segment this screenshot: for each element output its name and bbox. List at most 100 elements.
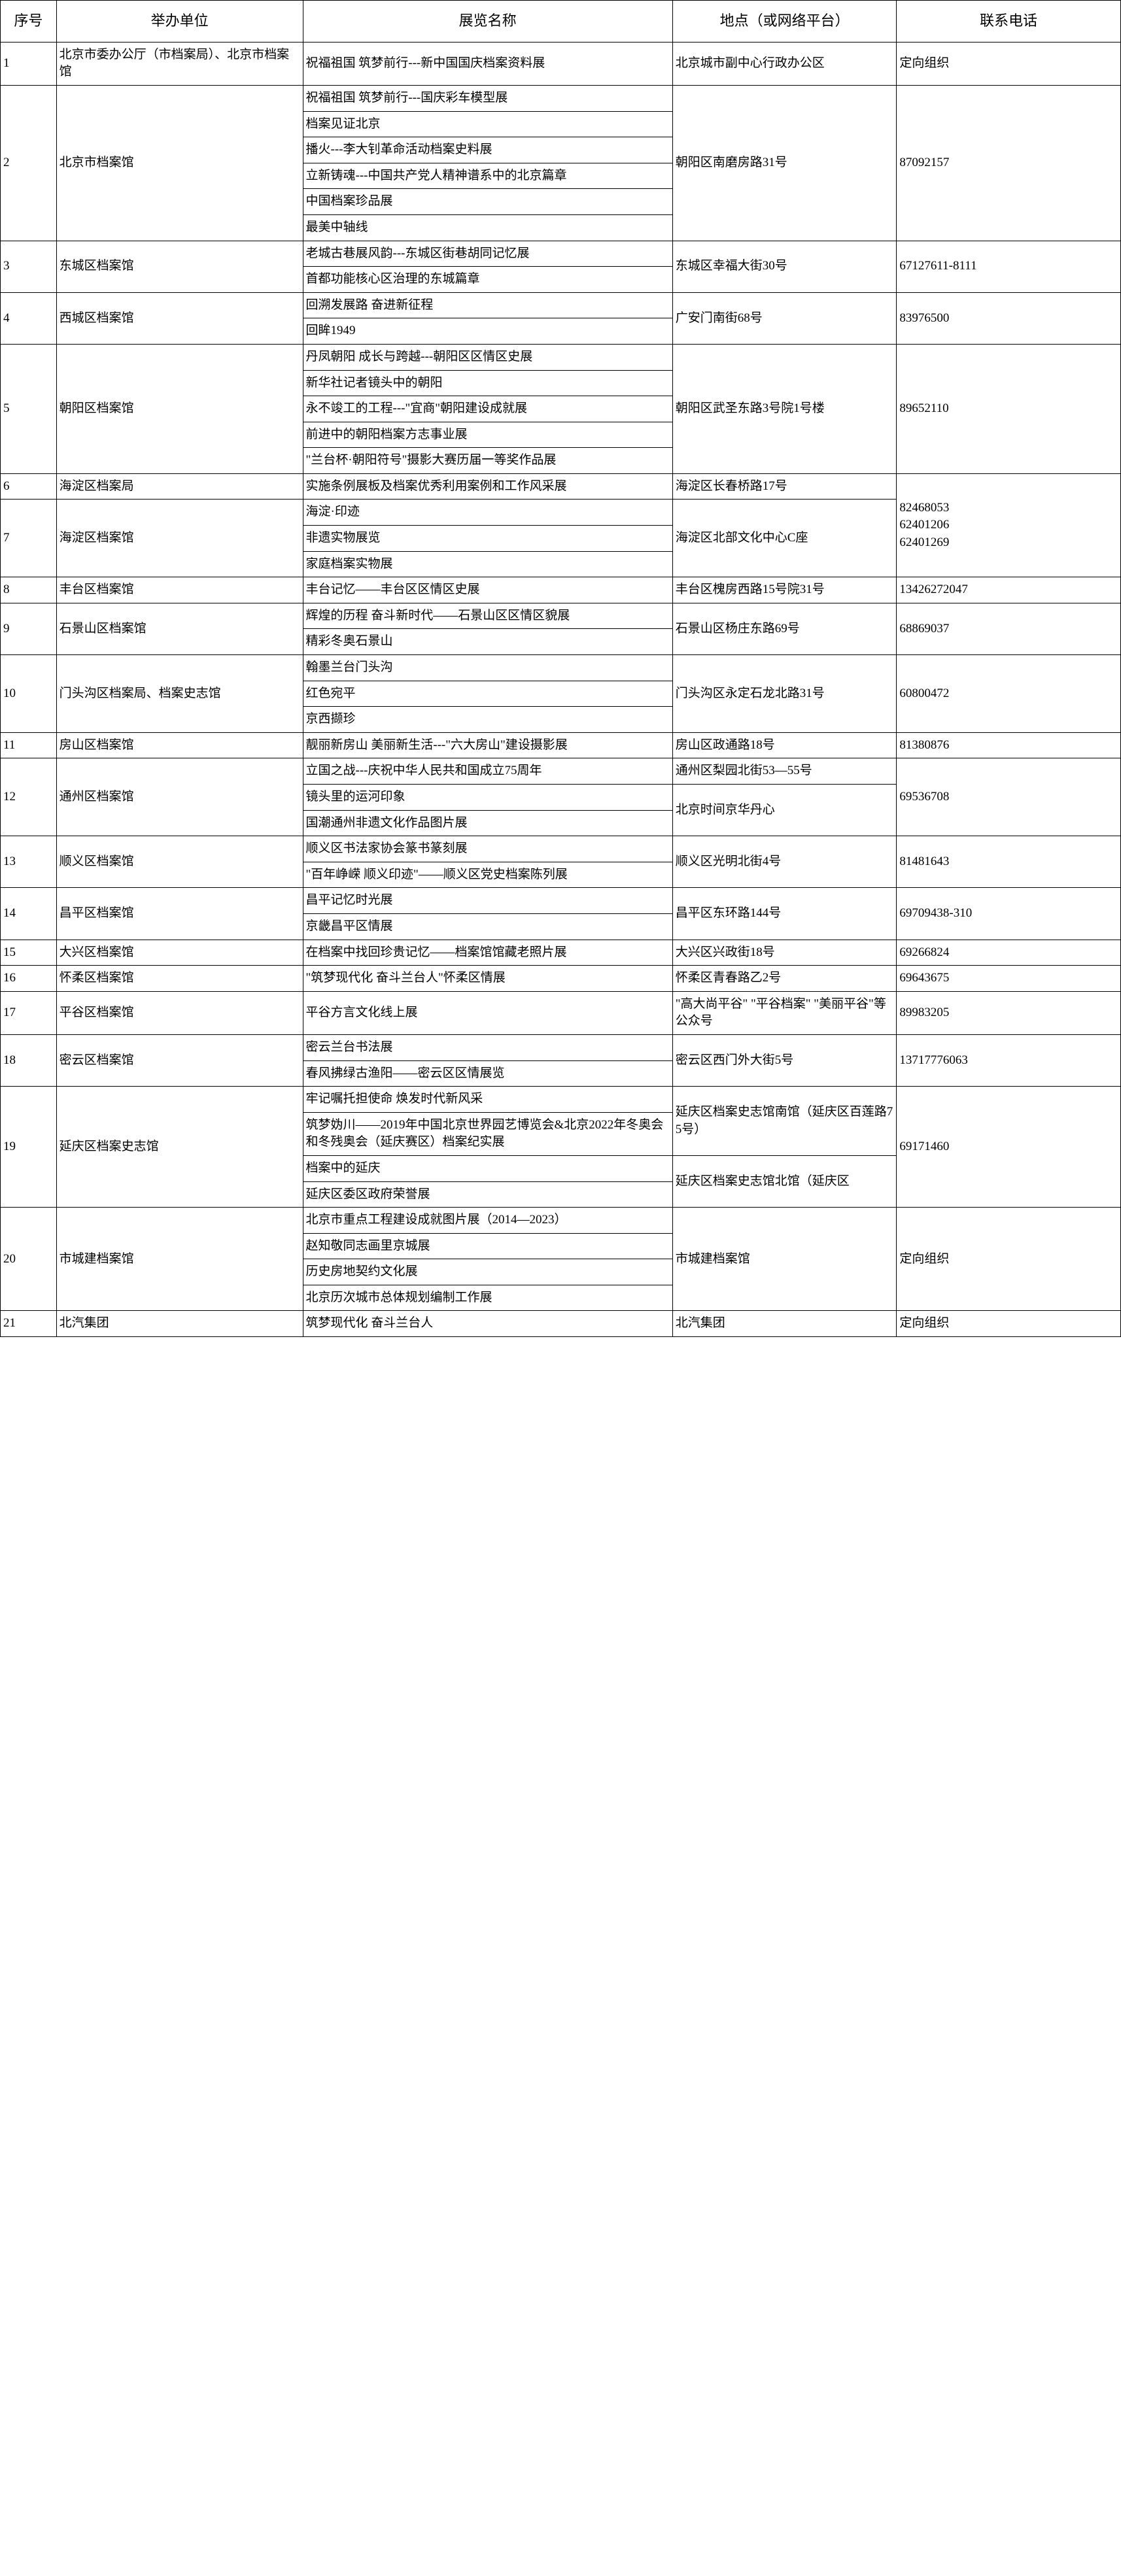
table-row: 5朝阳区档案馆丹凤朝阳 成长与跨越---朝阳区区情区史展朝阳区武圣东路3号院1号… xyxy=(1,344,1121,370)
cell-tel: 60800472 xyxy=(897,655,1121,733)
exhibition-table: 序号 举办单位 展览名称 地点（或网络平台） 联系电话 1北京市委办公厅（市档案… xyxy=(0,0,1121,1337)
cell-location: 石景山区杨庄东路69号 xyxy=(672,603,897,654)
cell-exhibition-name: 昌平记忆时光展 xyxy=(303,888,672,914)
cell-exhibition-name: 春风拂绿古渔阳——密云区区情展览 xyxy=(303,1060,672,1087)
cell-exhibition-name: "百年峥嵘 顺义印迹"——顺义区党史档案陈列展 xyxy=(303,862,672,888)
table-row: 6海淀区档案局实施条例展板及档案优秀利用案例和工作风采展海淀区长春桥路17号82… xyxy=(1,473,1121,500)
cell-num: 1 xyxy=(1,42,57,85)
cell-location: 海淀区北部文化中心C座 xyxy=(672,500,897,577)
cell-tel: 87092157 xyxy=(897,85,1121,241)
cell-org: 顺义区档案馆 xyxy=(56,836,303,888)
cell-exhibition-name: "兰台杯·朝阳符号"摄影大赛历届一等奖作品展 xyxy=(303,448,672,474)
cell-location: 顺义区光明北街4号 xyxy=(672,836,897,888)
cell-location: 门头沟区永定石龙北路31号 xyxy=(672,655,897,733)
cell-exhibition-name: 密云兰台书法展 xyxy=(303,1034,672,1060)
cell-exhibition-name: 中国档案珍品展 xyxy=(303,189,672,215)
header-org: 举办单位 xyxy=(56,1,303,42)
table-row: 18密云区档案馆密云兰台书法展密云区西门外大街5号13717776063 xyxy=(1,1034,1121,1060)
cell-exhibition-name: 档案中的延庆 xyxy=(303,1155,672,1181)
cell-org: 海淀区档案馆 xyxy=(56,500,303,577)
cell-exhibition-name: 回眸1949 xyxy=(303,318,672,345)
cell-exhibition-name: 国潮通州非遗文化作品图片展 xyxy=(303,810,672,836)
cell-location: 大兴区兴政街18号 xyxy=(672,940,897,966)
cell-location: 怀柔区青春路乙2号 xyxy=(672,966,897,992)
cell-location: 房山区政通路18号 xyxy=(672,732,897,758)
cell-exhibition-name: 北京历次城市总体规划编制工作展 xyxy=(303,1285,672,1311)
cell-tel: 68869037 xyxy=(897,603,1121,654)
cell-org: 石景山区档案馆 xyxy=(56,603,303,654)
cell-tel: 69643675 xyxy=(897,966,1121,992)
cell-exhibition-name: 档案见证北京 xyxy=(303,111,672,137)
cell-num: 6 xyxy=(1,473,57,500)
cell-location: 广安门南街68号 xyxy=(672,292,897,344)
cell-num: 2 xyxy=(1,85,57,241)
cell-tel: 69266824 xyxy=(897,940,1121,966)
cell-location: 通州区梨园北街53—55号 xyxy=(672,758,897,785)
cell-exhibition-name: 实施条例展板及档案优秀利用案例和工作风采展 xyxy=(303,473,672,500)
cell-org: 北京市档案馆 xyxy=(56,85,303,241)
header-tel: 联系电话 xyxy=(897,1,1121,42)
cell-num: 14 xyxy=(1,888,57,940)
cell-num: 10 xyxy=(1,655,57,733)
cell-exhibition-name: 平谷方言文化线上展 xyxy=(303,991,672,1034)
cell-tel: 69536708 xyxy=(897,758,1121,836)
cell-org: 昌平区档案馆 xyxy=(56,888,303,940)
cell-org: 海淀区档案局 xyxy=(56,473,303,500)
cell-exhibition-name: 海淀·印迹 xyxy=(303,500,672,526)
table-row: 15大兴区档案馆在档案中找回珍贵记忆——档案馆馆藏老照片展大兴区兴政街18号69… xyxy=(1,940,1121,966)
cell-exhibition-name: 靓丽新房山 美丽新生活---"六大房山"建设摄影展 xyxy=(303,732,672,758)
cell-num: 11 xyxy=(1,732,57,758)
cell-exhibition-name: 赵知敬同志画里京城展 xyxy=(303,1233,672,1259)
table-row: 12通州区档案馆立国之战---庆祝中华人民共和国成立75周年通州区梨园北街53—… xyxy=(1,758,1121,785)
cell-location: 东城区幸福大街30号 xyxy=(672,241,897,292)
cell-exhibition-name: 老城古巷展风韵---东城区街巷胡同记忆展 xyxy=(303,241,672,267)
cell-num: 5 xyxy=(1,344,57,473)
cell-org: 大兴区档案馆 xyxy=(56,940,303,966)
cell-exhibition-name: 非遗实物展览 xyxy=(303,526,672,552)
cell-num: 18 xyxy=(1,1034,57,1086)
cell-exhibition-name: 京西撷珍 xyxy=(303,707,672,733)
cell-location: 丰台区槐房西路15号院31号 xyxy=(672,577,897,603)
cell-location: 延庆区档案史志馆南馆（延庆区百莲路75号） xyxy=(672,1087,897,1156)
cell-num: 12 xyxy=(1,758,57,836)
cell-tel: 69709438-310 xyxy=(897,888,1121,940)
cell-tel: 13426272047 xyxy=(897,577,1121,603)
cell-tel: 81481643 xyxy=(897,836,1121,888)
cell-exhibition-name: 立新铸魂---中国共产党人精神谱系中的北京篇章 xyxy=(303,163,672,189)
cell-num: 20 xyxy=(1,1208,57,1311)
table-row: 16怀柔区档案馆"筑梦现代化 奋斗兰台人"怀柔区情展怀柔区青春路乙2号69643… xyxy=(1,966,1121,992)
header-num: 序号 xyxy=(1,1,57,42)
cell-exhibition-name: 镜头里的运河印象 xyxy=(303,785,672,811)
table-row: 3东城区档案馆老城古巷展风韵---东城区街巷胡同记忆展东城区幸福大街30号671… xyxy=(1,241,1121,267)
cell-exhibition-name: 最美中轴线 xyxy=(303,214,672,241)
table-row: 8丰台区档案馆丰台记忆——丰台区区情区史展丰台区槐房西路15号院31号13426… xyxy=(1,577,1121,603)
cell-num: 17 xyxy=(1,991,57,1034)
cell-num: 9 xyxy=(1,603,57,654)
table-row: 1北京市委办公厅（市档案局）、北京市档案馆祝福祖国 筑梦前行---新中国国庆档案… xyxy=(1,42,1121,85)
cell-org: 门头沟区档案局、档案史志馆 xyxy=(56,655,303,733)
cell-tel: 69171460 xyxy=(897,1087,1121,1208)
cell-exhibition-name: 筑梦现代化 奋斗兰台人 xyxy=(303,1311,672,1337)
table-row: 11房山区档案馆靓丽新房山 美丽新生活---"六大房山"建设摄影展房山区政通路1… xyxy=(1,732,1121,758)
table-row: 14昌平区档案馆昌平记忆时光展昌平区东环路144号69709438-310 xyxy=(1,888,1121,914)
header-location: 地点（或网络平台） xyxy=(672,1,897,42)
cell-tel: 83976500 xyxy=(897,292,1121,344)
cell-exhibition-name: 立国之战---庆祝中华人民共和国成立75周年 xyxy=(303,758,672,785)
cell-org: 西城区档案馆 xyxy=(56,292,303,344)
cell-num: 19 xyxy=(1,1087,57,1208)
cell-org: 东城区档案馆 xyxy=(56,241,303,292)
cell-exhibition-name: 北京市重点工程建设成就图片展（2014—2023） xyxy=(303,1208,672,1234)
cell-location: 海淀区长春桥路17号 xyxy=(672,473,897,500)
cell-exhibition-name: 筑梦妫川——2019年中国北京世界园艺博览会&北京2022年冬奥会和冬残奥会（延… xyxy=(303,1112,672,1155)
cell-exhibition-name: 历史房地契约文化展 xyxy=(303,1259,672,1285)
cell-tel: 定向组织 xyxy=(897,1311,1121,1337)
header-name: 展览名称 xyxy=(303,1,672,42)
table-row: 9石景山区档案馆辉煌的历程 奋斗新时代——石景山区区情区貌展石景山区杨庄东路69… xyxy=(1,603,1121,629)
cell-org: 房山区档案馆 xyxy=(56,732,303,758)
table-row: 4西城区档案馆回溯发展路 奋进新征程广安门南街68号83976500 xyxy=(1,292,1121,318)
cell-exhibition-name: 回溯发展路 奋进新征程 xyxy=(303,292,672,318)
cell-exhibition-name: 辉煌的历程 奋斗新时代——石景山区区情区貌展 xyxy=(303,603,672,629)
cell-num: 7 xyxy=(1,500,57,577)
table-row: 20市城建档案馆北京市重点工程建设成就图片展（2014—2023）市城建档案馆定… xyxy=(1,1208,1121,1234)
cell-location: 延庆区档案史志馆北馆（延庆区 xyxy=(672,1155,897,1207)
